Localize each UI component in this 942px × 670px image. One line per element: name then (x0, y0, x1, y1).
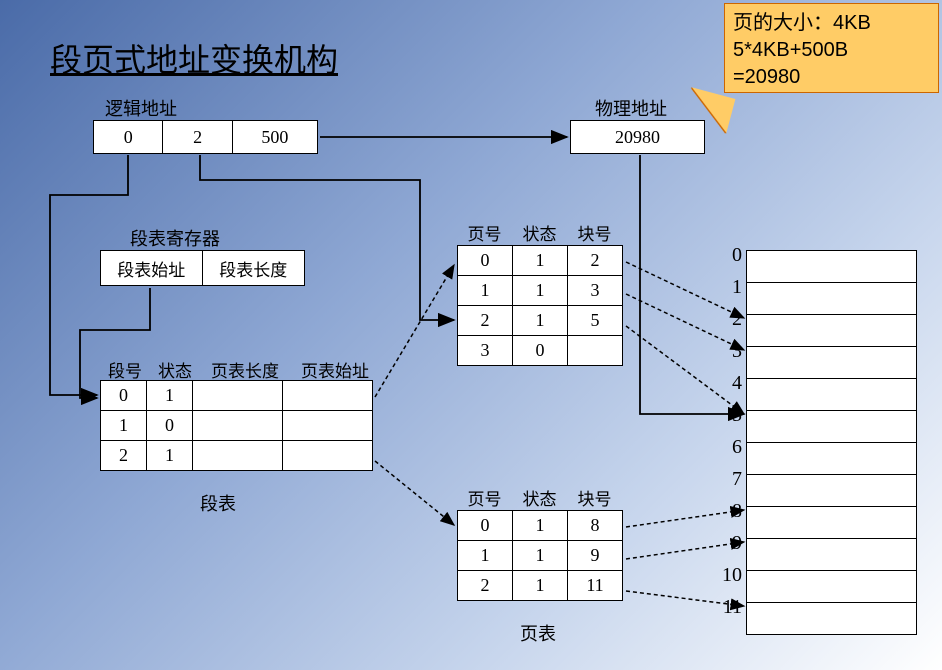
p2-hdr-2: 块号 (567, 485, 622, 510)
seg-hdr-3: 页表始址 (290, 357, 380, 382)
mem-label-5: 5 (712, 404, 742, 427)
table-row: 01 (101, 381, 373, 411)
mem-row (747, 347, 917, 379)
diagram-title: 段页式地址变换机构 (50, 35, 338, 81)
table-row: 21 (101, 441, 373, 471)
page1-headers: 页号 状态 块号 (457, 220, 637, 245)
seg-reg-len: 段表长度 (203, 251, 305, 285)
mem-row (747, 443, 917, 475)
mem-row (747, 475, 917, 507)
seg-hdr-0: 段号 (100, 357, 150, 382)
p2-hdr-1: 状态 (512, 485, 567, 510)
mem-row (747, 539, 917, 571)
mem-row (747, 411, 917, 443)
phys-addr-box: 20980 (570, 120, 705, 154)
p2-hdr-0: 页号 (457, 485, 512, 510)
page-table-2: 018 119 2111 (457, 510, 623, 601)
mem-label-0: 0 (712, 244, 742, 267)
table-row: 113 (458, 276, 623, 306)
mem-label-6: 6 (712, 436, 742, 459)
table-row: 2111 (458, 571, 623, 601)
logical-offset: 500 (233, 121, 317, 153)
seg-reg-start: 段表始址 (101, 251, 203, 285)
logical-seg: 0 (94, 121, 163, 153)
mem-row (747, 251, 917, 283)
mem-label-7: 7 (712, 468, 742, 491)
seg-hdr-2: 页表长度 (200, 357, 290, 382)
seg-table-headers: 段号 状态 页表长度 页表始址 (100, 357, 380, 382)
callout-line2: 5*4KB+500B (733, 37, 930, 64)
seg-reg-label: 段表寄存器 (130, 225, 220, 251)
mem-row (747, 379, 917, 411)
mem-label-10: 10 (712, 564, 742, 587)
mem-row (747, 603, 917, 635)
callout-box: 页的大小：4KB 5*4KB+500B =20980 (724, 3, 939, 93)
mem-label-11: 11 (712, 596, 742, 619)
logical-page: 2 (163, 121, 232, 153)
callout-line1: 页的大小：4KB (733, 10, 930, 37)
page2-headers: 页号 状态 块号 (457, 485, 637, 510)
phys-addr-label: 物理地址 (595, 95, 667, 121)
phys-addr-value: 20980 (571, 121, 704, 153)
mem-label-3: 3 (712, 340, 742, 363)
table-row: 012 (458, 246, 623, 276)
table-row: 30 (458, 336, 623, 366)
table-row: 10 (101, 411, 373, 441)
memory-blocks (746, 250, 917, 635)
seg-hdr-1: 状态 (150, 357, 200, 382)
callout-line3: =20980 (733, 64, 930, 91)
seg-table: 01 10 21 (100, 380, 373, 471)
page-table-caption: 页表 (520, 620, 556, 646)
page-table-1: 012 113 215 30 (457, 245, 623, 366)
table-row: 018 (458, 511, 623, 541)
logical-addr-label: 逻辑地址 (105, 95, 177, 121)
p1-hdr-2: 块号 (567, 220, 622, 245)
mem-row (747, 507, 917, 539)
mem-label-1: 1 (712, 276, 742, 299)
seg-table-caption: 段表 (200, 490, 236, 516)
mem-label-2: 2 (712, 308, 742, 331)
mem-row (747, 571, 917, 603)
mem-row (747, 315, 917, 347)
p1-hdr-0: 页号 (457, 220, 512, 245)
mem-label-4: 4 (712, 372, 742, 395)
mem-label-9: 9 (712, 532, 742, 555)
p1-hdr-1: 状态 (512, 220, 567, 245)
seg-reg-box: 段表始址 段表长度 (100, 250, 305, 286)
logical-addr-box: 0 2 500 (93, 120, 318, 154)
table-row: 215 (458, 306, 623, 336)
table-row: 119 (458, 541, 623, 571)
mem-label-8: 8 (712, 500, 742, 523)
mem-row (747, 283, 917, 315)
